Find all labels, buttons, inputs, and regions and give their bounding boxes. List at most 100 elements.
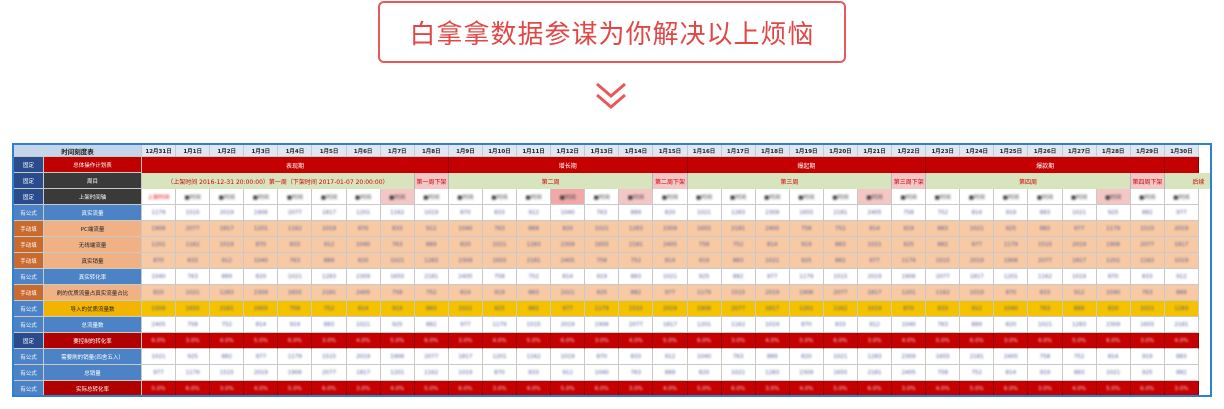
data-cell: 912 — [312, 237, 347, 253]
cell-value: 1021 — [1037, 321, 1052, 328]
cell-value: 2309 — [1106, 321, 1121, 328]
week-cell: 第四周下架 — [1130, 173, 1165, 189]
cell-value: 1817 — [1072, 257, 1087, 264]
cell-value: 1283 — [1174, 305, 1189, 312]
data-cell: 1817 — [346, 365, 381, 381]
row-label: 周目 — [44, 173, 142, 189]
data-cell: 2019 — [210, 205, 245, 221]
cell-value: 919 — [1005, 209, 1017, 216]
stage-cell: 爆款期 — [926, 157, 1165, 173]
cell-value: 1283 — [322, 273, 337, 280]
axis-value: ■时间 — [866, 194, 883, 201]
cell-value: 763 — [494, 225, 505, 232]
data-cell: 1162 — [1028, 269, 1063, 285]
data-cell: 925 — [1130, 365, 1165, 381]
cell-value: 820 — [801, 353, 812, 360]
cell-value: 883 — [1039, 209, 1051, 216]
cell-value: 1040 — [594, 369, 609, 376]
data-cell: 870 — [482, 365, 518, 381]
cell-value: 889 — [221, 273, 232, 280]
data-cell: 1019 — [755, 317, 790, 333]
stage-cell: 表现期 — [142, 157, 449, 173]
data-cell: 2405 — [244, 301, 279, 317]
cell-value: 6.0% — [560, 337, 575, 344]
axis-value: ■时间 — [798, 194, 815, 201]
cell-value: 758 — [391, 289, 403, 296]
cell-value: 1906 — [287, 369, 302, 376]
axis-value: ■时间 — [764, 194, 781, 201]
data-cell: 2309 — [653, 221, 688, 237]
cell-value: 1179 — [1003, 241, 1018, 248]
data-cell: 1201 — [380, 365, 415, 381]
data-cell: 1179 — [278, 349, 313, 365]
stage-cell: 爆起期 — [687, 157, 927, 173]
axis-value: ■时间 — [1105, 194, 1122, 201]
data-cell: 4.0% — [653, 381, 688, 395]
axis-value: ■时间 — [730, 194, 747, 201]
data-cell: 1179 — [142, 205, 177, 221]
data-cell: 4.0% — [892, 333, 927, 349]
cell-value: 1162 — [526, 353, 541, 360]
cell-value: 6.0% — [424, 337, 439, 344]
cell-value: 919 — [903, 225, 914, 232]
cell-value: 1906 — [901, 273, 916, 280]
data-cell: 814 — [1096, 349, 1131, 365]
data-cell: 912 — [857, 317, 893, 333]
cell-value: 925 — [187, 353, 198, 360]
data-cell: 925 — [789, 253, 824, 269]
data-cell: 2019 — [1062, 237, 1097, 253]
axis-value: ■时间 — [525, 194, 542, 201]
sheet-row: 有公式 真实转化率 1040 763 889 820 1021 1283 2309 1655 218… — [14, 269, 1199, 285]
row-tag: 手动填 — [14, 285, 44, 301]
date-header: 1月1日 — [176, 145, 211, 157]
data-cell: 3.0% — [1028, 381, 1063, 395]
cell-value: 912 — [1176, 273, 1187, 280]
data-cell: 833 — [517, 365, 552, 381]
date-header: 1月23日 — [926, 145, 961, 157]
data-cell: 1179 — [892, 253, 927, 269]
data-cell: 1021 — [653, 269, 688, 285]
data-cell: 763 — [176, 269, 211, 285]
data-cell: 3.0% — [892, 381, 927, 395]
cell-value: 4.0% — [1174, 337, 1189, 344]
data-cell: 833 — [278, 237, 313, 253]
cell-value: 820 — [153, 289, 164, 296]
data-cell: 919 — [687, 253, 722, 269]
data-cell: 1179 — [176, 365, 211, 381]
cell-value: 1283 — [731, 209, 746, 216]
cell-value: 882 — [1176, 369, 1187, 376]
cell-value: 919 — [1039, 369, 1051, 376]
data-cell: 977 — [857, 253, 893, 269]
cell-value: 1040 — [253, 257, 268, 264]
cell-value: 889 — [766, 353, 778, 360]
data-cell: 882 — [1164, 365, 1199, 381]
data-cell: 2405 — [755, 221, 790, 237]
cell-value: 1162 — [935, 289, 950, 296]
row-label: 真实销量 — [44, 253, 142, 269]
cell-value: 5.0% — [1106, 385, 1121, 392]
data-cell: 6.0% — [1130, 381, 1165, 395]
data-cell: 1162 — [926, 285, 961, 301]
cell-value: 1040 — [356, 241, 371, 248]
cell-value: 889 — [528, 225, 539, 232]
cell-value: 889 — [664, 369, 676, 376]
data-cell: 2077 — [1028, 253, 1063, 269]
cell-value: 763 — [289, 257, 301, 264]
date-header: 1月12日 — [551, 145, 586, 157]
cell-value: 1515 — [833, 273, 848, 280]
cell-value: 883 — [1176, 353, 1187, 360]
data-cell: 883 — [721, 253, 756, 269]
data-cell: 889 — [312, 253, 347, 269]
cell-value: 925 — [391, 321, 403, 328]
sheet-row: 有公式 导入的优质流量数 2309 1655 2181 2405 758 752 814 919 8… — [14, 301, 1199, 317]
data-cell: 882 — [210, 349, 245, 365]
cell-value: 758 — [801, 225, 812, 232]
cell-value: 1515 — [628, 305, 643, 312]
cell-value: 3.0% — [867, 337, 882, 344]
data-cell: 1655 — [823, 365, 858, 381]
data-cell: 2309 — [551, 237, 586, 253]
cell-value: 925 — [494, 305, 505, 312]
data-cell: 1201 — [789, 301, 824, 317]
data-cell: 1283 — [721, 205, 756, 221]
cell-value: 1162 — [1140, 257, 1155, 264]
